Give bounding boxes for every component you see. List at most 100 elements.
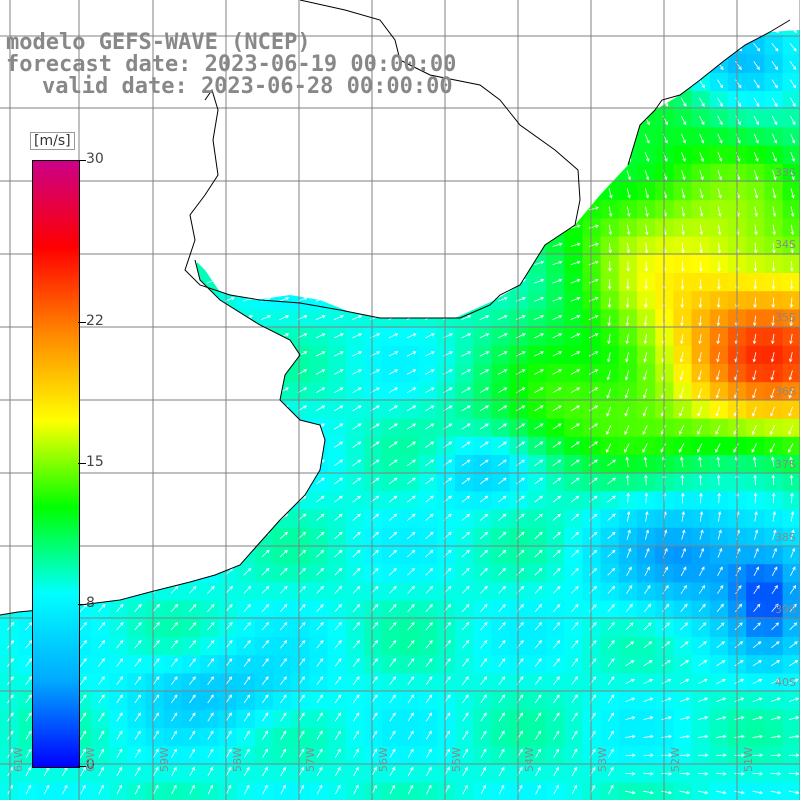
wind-speed-cell	[582, 564, 602, 583]
wind-speed-cell	[455, 400, 474, 420]
wind-arrow	[552, 459, 562, 467]
wind-arrow	[80, 784, 86, 795]
wind-speed-cell	[618, 600, 638, 620]
wind-arrow	[425, 694, 433, 704]
coastline	[0, 259, 326, 616]
wind-arrow	[716, 622, 725, 631]
wind-arrow	[643, 333, 648, 345]
wind-speed-cell	[746, 582, 765, 602]
wind-arrow	[407, 495, 416, 503]
wind-speed-cell	[436, 728, 456, 747]
wind-arrow	[407, 621, 415, 631]
wind-speed-cell	[345, 491, 365, 511]
wind-arrow	[189, 712, 196, 722]
wind-arrow	[771, 603, 779, 613]
wind-speed-cell	[327, 546, 347, 565]
wind-arrow	[315, 351, 326, 357]
wind-speed-cell	[345, 764, 365, 784]
wind-arrow	[497, 351, 508, 357]
wind-arrow	[425, 549, 434, 558]
wind-arrow	[406, 351, 417, 357]
wind-arrow	[552, 567, 561, 576]
wind-arrow	[479, 459, 489, 467]
wind-speed-cell	[527, 345, 547, 365]
wind-speed-cell	[491, 364, 511, 383]
wind-arrow	[770, 678, 781, 685]
wind-speed-cell	[291, 655, 310, 674]
wind-arrow	[425, 730, 432, 740]
wind-arrow	[280, 784, 286, 795]
wind-speed-cell	[291, 309, 310, 329]
wind-arrow	[552, 260, 563, 266]
wind-arrow	[461, 459, 471, 467]
wind-speed-cell	[491, 728, 511, 747]
wind-arrow	[772, 242, 776, 254]
wind-arrow	[352, 441, 362, 448]
wind-arrow	[334, 477, 343, 485]
wind-arrow	[298, 585, 306, 594]
wind-arrow	[645, 510, 649, 522]
wind-arrow	[790, 242, 794, 254]
wind-speed-cell	[455, 655, 474, 674]
wind-arrow	[261, 640, 269, 649]
wind-speed-cell	[491, 764, 511, 784]
wind-arrow	[134, 640, 142, 649]
longitude-label: 55W	[450, 747, 463, 772]
wind-speed-cell	[127, 691, 147, 711]
wind-arrow	[407, 549, 416, 558]
wind-speed-cell	[327, 345, 347, 365]
wind-arrow	[352, 621, 361, 631]
wind-arrow	[681, 133, 686, 144]
wind-speed-cell	[364, 673, 383, 693]
wind-arrow	[788, 388, 793, 399]
wind-speed-cell	[782, 236, 800, 256]
wind-arrow	[643, 716, 654, 720]
wind-arrow	[771, 566, 778, 576]
wind-speed-cell	[691, 691, 711, 711]
wind-arrow	[80, 730, 87, 740]
wind-arrow	[734, 678, 745, 685]
wind-speed-cell	[582, 236, 602, 256]
wind-arrow	[243, 712, 251, 722]
wind-arrow	[570, 477, 580, 485]
wind-speed-cell	[691, 618, 711, 638]
wind-speed-cell	[455, 600, 474, 620]
wind-speed-cell	[491, 655, 511, 674]
wind-speed-cell	[327, 364, 347, 383]
wind-arrow	[371, 784, 377, 795]
wind-speed-cell	[527, 546, 547, 565]
wind-arrow	[753, 315, 757, 327]
wind-arrow	[116, 730, 123, 740]
wind-speed-cell	[218, 655, 238, 674]
wind-arrow	[788, 790, 800, 795]
wind-speed-cell	[436, 491, 456, 511]
wind-arrow	[352, 603, 361, 613]
wind-arrow	[480, 658, 488, 667]
wind-speed-cell	[564, 291, 583, 310]
wind-speed-cell	[746, 600, 765, 620]
wind-arrow	[552, 423, 562, 430]
wind-arrow	[771, 456, 775, 467]
wind-arrow	[771, 474, 776, 486]
wind-arrow	[116, 658, 124, 667]
wind-speed-cell	[364, 691, 383, 711]
wind-speed-cell	[546, 655, 565, 674]
wind-arrow	[607, 603, 615, 613]
wind-speed-cell	[509, 600, 529, 620]
wind-arrow	[789, 333, 793, 345]
coastline-east	[627, 19, 791, 166]
wind-arrow	[535, 784, 541, 795]
wind-arrow	[771, 585, 778, 595]
wind-arrow	[643, 734, 654, 739]
wind-speed-cell	[618, 400, 638, 420]
wind-arrow	[25, 694, 32, 704]
wind-arrow	[644, 133, 650, 144]
wind-arrow	[734, 622, 743, 631]
wind-arrow	[625, 585, 633, 595]
wind-speed-cell	[600, 546, 620, 565]
wind-arrow	[25, 730, 32, 740]
wind-speed-cell	[491, 345, 511, 365]
wind-arrow	[207, 748, 214, 758]
wind-arrow	[280, 694, 287, 704]
wind-arrow	[608, 224, 613, 236]
